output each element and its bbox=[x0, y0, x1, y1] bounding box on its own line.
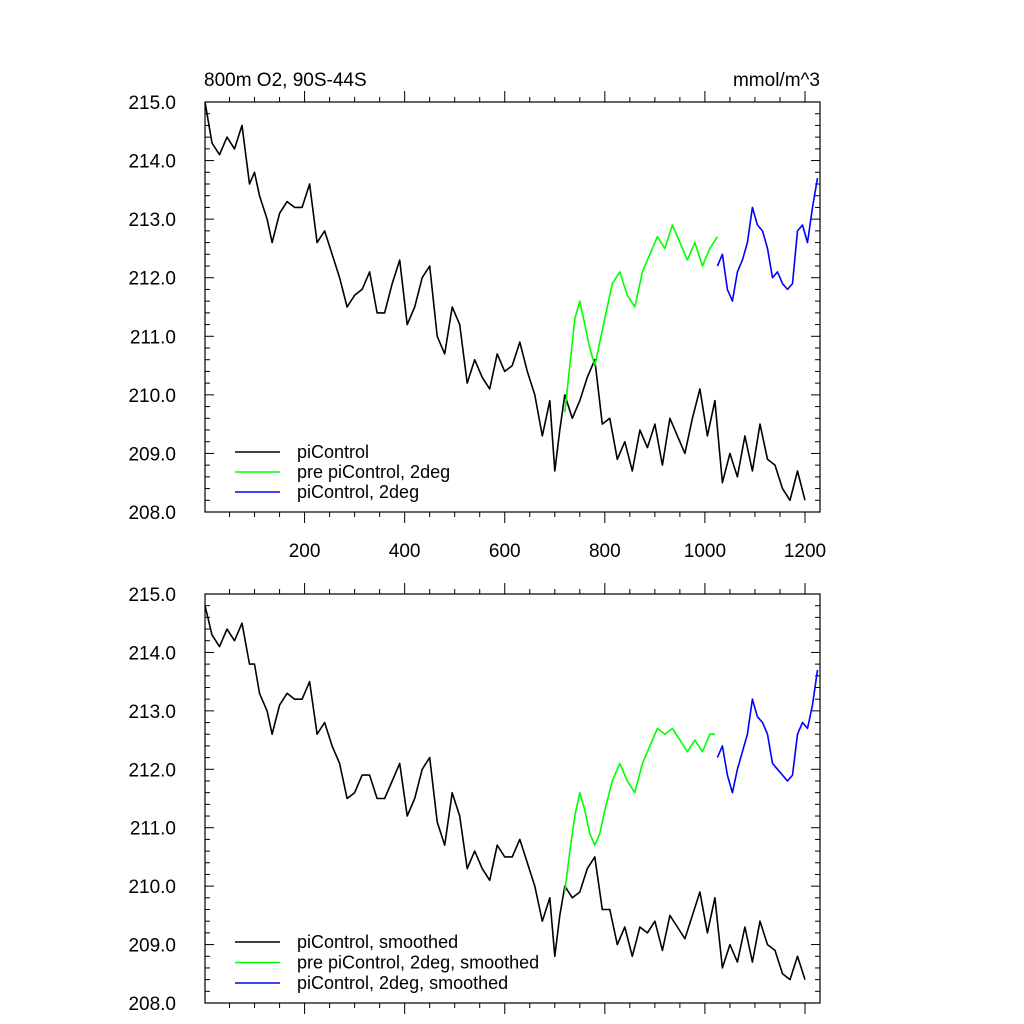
y-tick-label: 213.0 bbox=[128, 702, 176, 723]
units-label: mmol/m^3 bbox=[733, 70, 820, 91]
legend-label: pre piControl, 2deg bbox=[297, 462, 450, 482]
x-tick-label: 400 bbox=[389, 541, 421, 562]
series-line bbox=[564, 224, 719, 413]
panel-top: 208.0 209.0 210.0 211.0 212.0 213.0 214.0 215.0… bbox=[128, 91, 826, 562]
series-line bbox=[205, 605, 806, 981]
series-line bbox=[205, 102, 806, 502]
x-tick-label: 600 bbox=[489, 541, 521, 562]
plot-frame bbox=[204, 593, 821, 1004]
y-tick-label: 215.0 bbox=[128, 93, 176, 114]
x-tick-label: 1000 bbox=[684, 541, 726, 562]
plot-title: 800m O2, 90S-44S bbox=[204, 70, 367, 91]
y-tick-label: 214.0 bbox=[128, 643, 176, 664]
y-tick-label: 211.0 bbox=[130, 327, 176, 348]
legend-label: piControl, smoothed bbox=[297, 932, 458, 952]
x-tick-label: 1200 bbox=[784, 541, 826, 562]
y-tick-label: 208.0 bbox=[128, 994, 176, 1015]
y-tick-label: 208.0 bbox=[128, 503, 176, 524]
panel-bottom: 208.0 209.0 210.0 211.0 212.0 213.0 214.0 215.0… bbox=[128, 583, 821, 1015]
series-line bbox=[716, 669, 819, 794]
y-tick-label: 209.0 bbox=[128, 936, 176, 957]
y-tick-label: 213.0 bbox=[128, 210, 176, 231]
x-tick-label: 800 bbox=[589, 541, 621, 562]
y-tick-label: 214.0 bbox=[128, 152, 176, 173]
y-tick-label: 210.0 bbox=[128, 386, 176, 407]
series-line bbox=[716, 177, 819, 302]
legend-label: piControl, 2deg bbox=[297, 482, 419, 502]
plot-frame bbox=[204, 101, 821, 513]
y-tick-label: 211.0 bbox=[130, 819, 176, 840]
legend-label: piControl, 2deg, smoothed bbox=[297, 973, 508, 993]
legend-label: pre piControl, 2deg, smoothed bbox=[297, 953, 539, 973]
x-tick-label: 200 bbox=[289, 541, 321, 562]
y-tick-label: 212.0 bbox=[128, 269, 176, 290]
y-tick-label: 215.0 bbox=[128, 585, 176, 606]
y-tick-label: 212.0 bbox=[128, 760, 176, 781]
series-line bbox=[564, 727, 715, 893]
legend-label: piControl bbox=[297, 442, 369, 462]
y-tick-label: 210.0 bbox=[128, 877, 176, 898]
y-tick-label: 209.0 bbox=[128, 444, 176, 465]
